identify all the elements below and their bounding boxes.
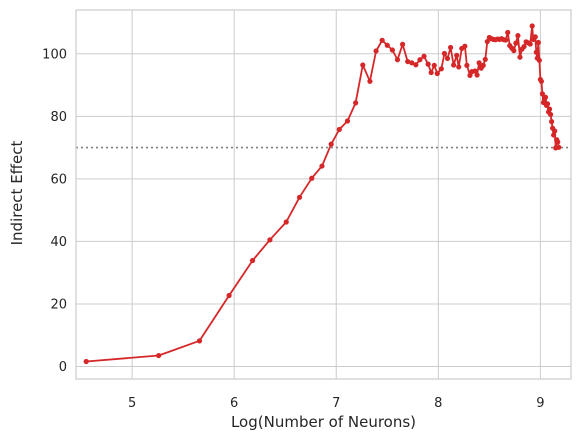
data-point: [549, 119, 555, 125]
data-point: [535, 39, 541, 46]
x-axis-label: Log(Number of Neurons): [231, 413, 416, 431]
data-point: [296, 194, 303, 200]
data-point: [556, 144, 562, 150]
data-point: [336, 126, 342, 133]
data-point: [384, 42, 390, 48]
data-point: [434, 70, 440, 77]
data-point: [552, 128, 558, 134]
data-point: [413, 62, 419, 68]
y-tick-label: 80: [50, 110, 67, 125]
data-point: [480, 62, 486, 68]
data-point: [464, 62, 470, 68]
plot-frame: [75, 9, 572, 380]
tick-labels: 5 6 7 8 9 0 20 40 60 80 100: [42, 47, 544, 411]
data-point: [532, 34, 538, 40]
data-point: [417, 57, 423, 63]
data-point: [309, 175, 315, 181]
data-point: [451, 62, 457, 68]
x-tick-label: 7: [332, 396, 340, 411]
data-point: [83, 358, 89, 365]
data-point: [482, 56, 488, 63]
data-point: [367, 78, 373, 84]
data-point: [431, 62, 437, 68]
data-point: [373, 48, 379, 54]
data-point: [529, 23, 535, 29]
data-point: [379, 37, 385, 43]
data-point: [319, 163, 325, 169]
y-axis-label: Indirect Effect: [8, 141, 26, 246]
data-point: [405, 58, 411, 65]
data-point: [454, 52, 460, 58]
data-point: [527, 41, 533, 47]
data-point: [428, 69, 434, 76]
data-point: [542, 94, 549, 100]
data-point: [399, 41, 406, 47]
data-point: [476, 60, 482, 66]
data-point: [546, 106, 553, 112]
data-point: [328, 141, 334, 147]
x-tick-label: 8: [434, 396, 442, 411]
data-points: [83, 23, 562, 365]
x-tick-label: 6: [230, 396, 238, 411]
x-tick-label: 5: [128, 396, 136, 411]
data-point: [472, 68, 478, 74]
data-point: [421, 53, 427, 59]
data-point: [283, 219, 289, 225]
series-line: [86, 24, 560, 363]
data-point: [156, 352, 162, 359]
y-tick-label: 20: [50, 297, 67, 312]
data-point: [267, 237, 273, 243]
data-point: [505, 29, 511, 36]
data-point: [513, 40, 519, 46]
data-point: [539, 91, 546, 97]
data-point: [547, 111, 554, 118]
data-point: [425, 61, 431, 67]
y-tick-label: 40: [50, 235, 67, 250]
data-point: [441, 50, 448, 57]
data-point: [196, 338, 203, 344]
data-point: [226, 292, 232, 299]
y-tick-label: 100: [42, 47, 67, 62]
data-point: [538, 78, 545, 84]
data-point: [517, 54, 523, 60]
grid-lines: [76, 10, 571, 379]
y-tick-label: 60: [50, 172, 67, 187]
data-point: [511, 48, 517, 54]
data-point: [474, 72, 480, 78]
data-point: [544, 101, 551, 107]
data-point: [551, 132, 557, 138]
data-point: [438, 66, 444, 72]
data-point: [462, 43, 468, 49]
data-point: [409, 60, 415, 66]
data-point: [444, 55, 451, 62]
data-point: [456, 64, 462, 70]
y-tick-label: 0: [59, 360, 67, 375]
data-point: [515, 33, 521, 39]
data-point: [536, 57, 542, 63]
data-point: [484, 38, 490, 45]
data-point: [555, 139, 561, 145]
data-point: [389, 47, 395, 53]
data-point: [533, 49, 539, 55]
data-point: [344, 118, 351, 124]
data-point: [521, 43, 527, 50]
data-point: [447, 44, 454, 51]
data-point: [394, 57, 401, 63]
data-point: [503, 37, 509, 43]
data-point: [353, 100, 359, 106]
data-point: [360, 62, 366, 68]
x-tick-label: 9: [536, 396, 544, 411]
data-point: [249, 257, 256, 264]
